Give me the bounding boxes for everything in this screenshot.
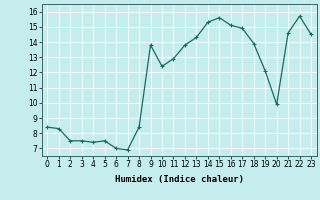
X-axis label: Humidex (Indice chaleur): Humidex (Indice chaleur) (115, 175, 244, 184)
